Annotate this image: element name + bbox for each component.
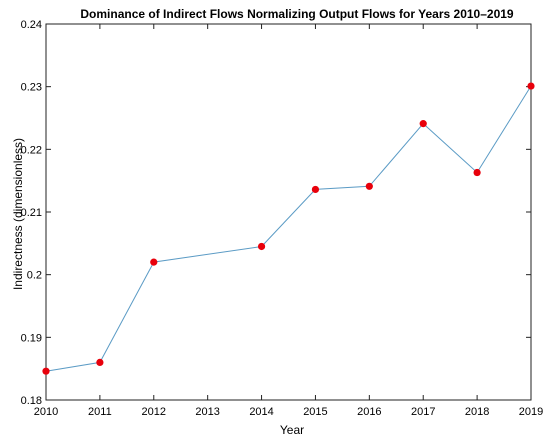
x-tick-label: 2013 [195,406,219,418]
x-axis-label: Year [280,423,304,437]
chart-title: Dominance of Indirect Flows Normalizing … [80,7,514,21]
data-point [311,185,320,194]
x-tick-label: 2010 [34,406,58,418]
y-axis-ticks: 0.18 0.19 0.2 0.21 0.22 0.23 0.24 [21,19,531,407]
plot-frame [45,23,532,401]
data-point [257,242,266,251]
x-tick-label: 2011 [88,406,112,418]
y-tick-label: 0.22 [21,144,42,156]
data-point [527,82,535,90]
data-point [42,367,50,375]
x-tick-label: 2018 [465,406,489,418]
y-tick-label: 0.18 [21,395,42,407]
data-point [473,168,481,177]
data-point [150,258,158,266]
x-tick-label: 2012 [142,406,166,418]
y-tick-label: 0.2 [27,270,42,282]
y-tick-label: 0.21 [21,207,42,219]
x-tick-label: 2017 [411,406,435,418]
data-point [96,358,104,366]
y-tick-label: 0.24 [21,19,42,31]
y-axis-label: Indirectness (dimensionless) [11,138,25,290]
x-tick-label: 2015 [303,406,327,418]
x-tick-label: 2019 [519,406,543,418]
x-tick-label: 2016 [357,406,381,418]
data-point [419,120,427,128]
series-line [45,85,532,372]
x-tick-label: 2014 [249,406,273,418]
data-markers [42,82,535,375]
data-point [365,182,373,190]
y-tick-label: 0.19 [21,332,42,344]
y-tick-label: 0.23 [21,82,42,94]
x-axis-ticks: 2010 2011 2012 2013 2014 2015 2016 2017 2018 2019 [34,24,543,418]
